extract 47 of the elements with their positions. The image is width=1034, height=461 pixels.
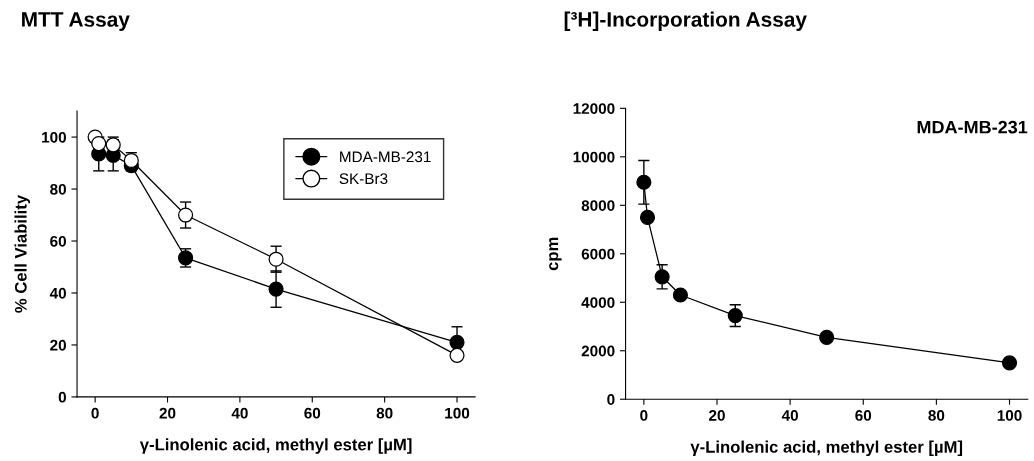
y-tick-label: 100 — [42, 131, 66, 143]
y-tick-label: 40 — [49, 287, 66, 299]
y-tick-label: 6000 — [581, 248, 615, 260]
x-tick-label: 100 — [997, 410, 1022, 421]
x-tick-label: 20 — [159, 407, 176, 419]
y-tick-label: 12000 — [573, 103, 615, 115]
x-tick-label: 80 — [928, 410, 945, 421]
y-tick-label: 0 — [607, 394, 615, 405]
y-axis-title: % Cell Viability — [14, 194, 31, 313]
x-tick-label: 60 — [855, 410, 872, 421]
x-tick-label: 0 — [91, 407, 99, 419]
x-axis-title: γ-Linolenic acid, methyl ester [µM] — [690, 440, 963, 457]
x-tick-label: 0 — [640, 410, 648, 421]
x-tick-label: 100 — [445, 407, 470, 419]
y-tick-label: 60 — [50, 235, 66, 247]
x-tick-label: 80 — [376, 407, 393, 419]
x-axis-title: γ-Linolenic acid, methyl ester [µM] — [139, 438, 412, 454]
annotation: MDA-MB-231 — [917, 120, 1028, 134]
point — [1001, 355, 1018, 371]
y-tick-label: 2000 — [581, 345, 615, 357]
y-tick-label: 4000 — [581, 297, 615, 308]
point — [672, 287, 688, 303]
x-tick-label: 60 — [304, 407, 321, 419]
x-tick-label: 40 — [231, 407, 248, 419]
chart-title: MTT Assay — [22, 12, 130, 31]
legend-label: SK-Br3 — [339, 173, 388, 185]
point — [727, 308, 743, 324]
chart-title: [³H]-Incorporation Assay — [564, 11, 807, 31]
y-axis-title: cpm — [549, 237, 562, 271]
y-tick-label: 20 — [50, 339, 66, 351]
point — [639, 209, 656, 225]
point — [819, 329, 835, 345]
x-tick-label: 40 — [781, 410, 798, 421]
point — [449, 334, 465, 350]
y-tick-label: 8000 — [581, 200, 615, 211]
point — [123, 152, 139, 169]
point — [268, 251, 284, 267]
point — [178, 207, 194, 223]
point — [268, 281, 284, 297]
point — [636, 174, 652, 190]
x-tick-label: 20 — [709, 410, 725, 421]
y-tick-label: 80 — [50, 183, 66, 195]
y-tick-label: 10000 — [573, 151, 615, 163]
legend-label: MDA-MB-231 — [340, 151, 431, 163]
y-tick-label: 0 — [58, 391, 66, 403]
point — [449, 347, 465, 363]
point — [654, 269, 670, 285]
